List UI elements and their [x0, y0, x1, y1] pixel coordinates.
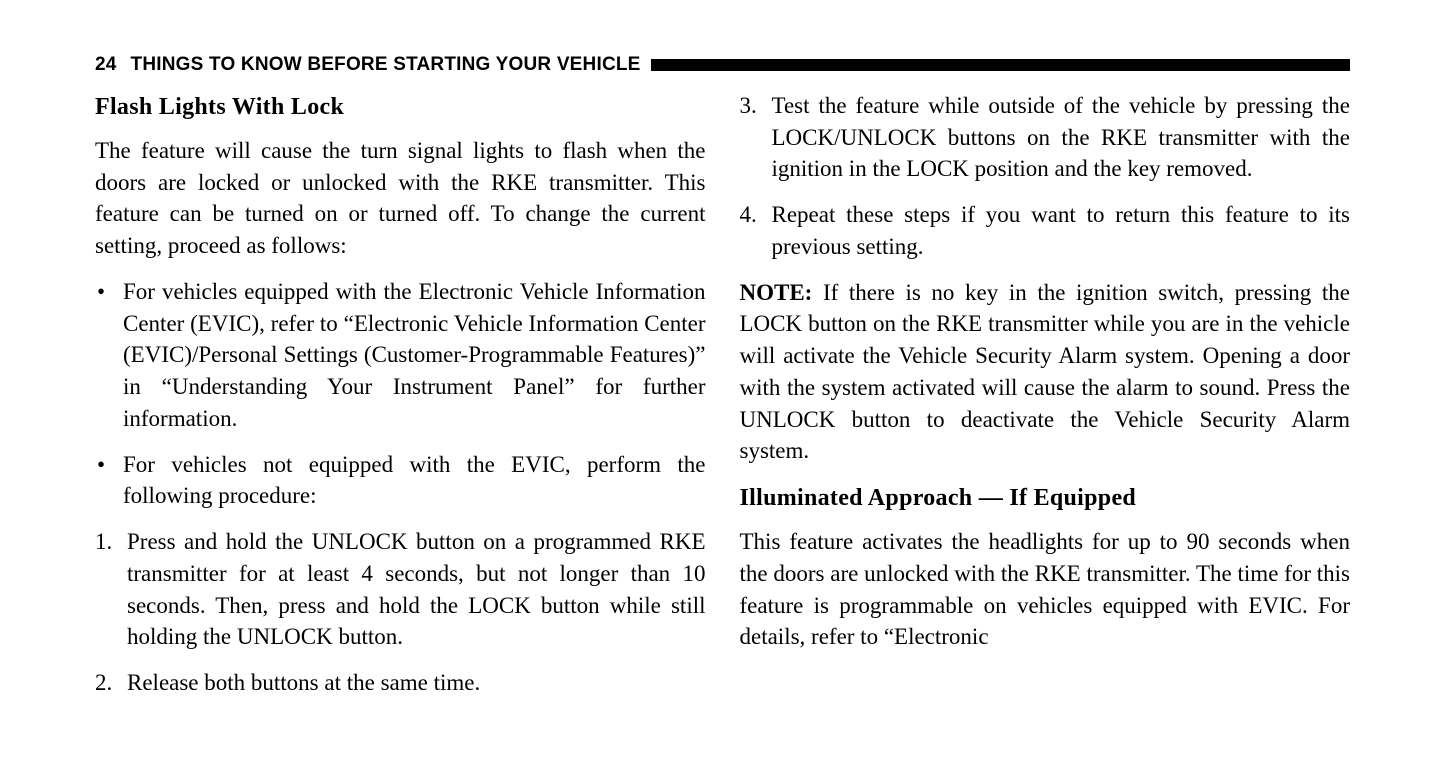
bullet-item: For vehicles not equipped with the EVIC,… — [95, 449, 706, 512]
illuminated-approach-paragraph: This feature activates the headlights fo… — [740, 526, 1351, 653]
step-item: Repeat these steps if you want to return… — [740, 199, 1351, 262]
bullet-item: For vehicles equipped with the Electroni… — [95, 276, 706, 435]
steps-list-continued: Test the feature while outside of the ve… — [740, 90, 1351, 263]
step-item: Release both buttons at the same time. — [95, 667, 706, 699]
bullet-list: For vehicles equipped with the Electroni… — [95, 276, 706, 512]
note-text: If there is no key in the ignition switc… — [740, 280, 1351, 464]
section-heading-flash-lights: Flash Lights With Lock — [95, 94, 706, 121]
step-item: Test the feature while outside of the ve… — [740, 90, 1351, 185]
manual-page: 24 THINGS TO KNOW BEFORE STARTING YOUR V… — [0, 0, 1445, 759]
section-heading-illuminated-approach: Illuminated Approach — If Equipped — [740, 485, 1351, 512]
note-label: NOTE: — [740, 280, 813, 305]
steps-list: Press and hold the UNLOCK button on a pr… — [95, 526, 706, 699]
chapter-title: THINGS TO KNOW BEFORE STARTING YOUR VEHI… — [131, 54, 641, 76]
note-paragraph: NOTE: If there is no key in the ignition… — [740, 277, 1351, 467]
header-bar — [651, 59, 1350, 71]
content-columns: Flash Lights With Lock The feature will … — [95, 90, 1350, 713]
left-column: Flash Lights With Lock The feature will … — [95, 90, 706, 713]
step-item: Press and hold the UNLOCK button on a pr… — [95, 526, 706, 653]
page-number: 24 — [95, 54, 117, 76]
page-header: 24 THINGS TO KNOW BEFORE STARTING YOUR V… — [95, 54, 1350, 76]
right-column: Test the feature while outside of the ve… — [740, 90, 1351, 713]
intro-paragraph: The feature will cause the turn signal l… — [95, 135, 706, 262]
